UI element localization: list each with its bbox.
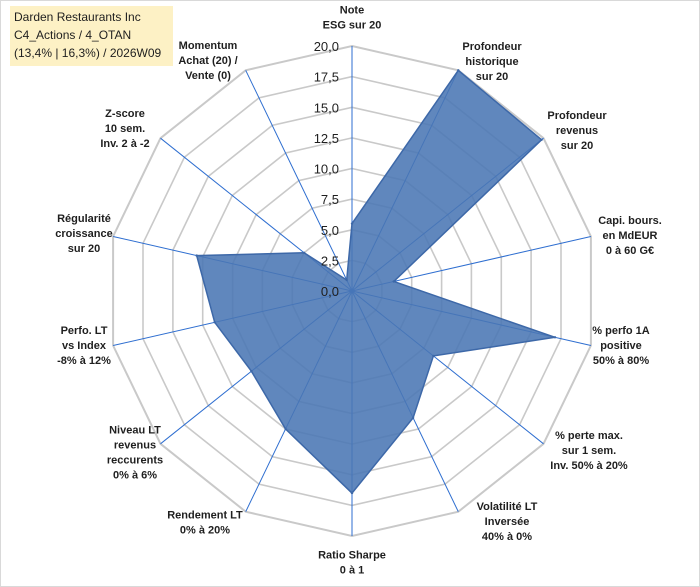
data-point <box>553 336 557 339</box>
axis-label: Perfo. LT vs Index -8% à 12% <box>57 325 111 367</box>
axis-label: Capi. bours. en MdEUR 0 à 60 G€ <box>598 215 662 257</box>
title-company: Darden Restaurants Inc <box>14 10 141 24</box>
axis-label: Volatilité LT Inversée 40% à 0% <box>477 501 538 543</box>
axis-label: Régularité croissance sur 20 <box>55 213 112 255</box>
tick-label: 2,5 <box>321 253 339 268</box>
axis-label: % perfo 1A positive 50% à 80% <box>592 325 650 367</box>
radar-series <box>195 69 557 495</box>
tick-label: 0,0 <box>321 284 339 299</box>
axis-label: Note ESG sur 20 <box>323 5 382 32</box>
axis-label: Z-score 10 sem. Inv. 2 à -2 <box>100 108 149 150</box>
data-point <box>350 491 354 495</box>
tick-label: 17,5 <box>314 70 339 85</box>
data-point <box>302 251 306 254</box>
radar-tick-labels: 0,0 2,5 5,0 7,5 10,0 12,5 15,0 17,5 20,0 <box>314 39 339 299</box>
tick-label: 20,0 <box>314 39 339 54</box>
axis-label: Profondeur historique sur 20 <box>462 41 522 83</box>
data-point <box>392 280 395 283</box>
tick-label: 5,0 <box>321 223 339 238</box>
data-point <box>540 138 543 141</box>
data-point <box>284 427 287 431</box>
tick-label: 15,0 <box>314 100 339 115</box>
axis-label: Rendement LT 0% à 20% <box>167 510 243 537</box>
axis-label: Ratio Sharpe 0 à 1 <box>318 550 386 577</box>
axis-spoke <box>245 70 353 292</box>
tick-label: 10,0 <box>314 162 339 177</box>
axis-label: % perte max. sur 1 sem. Inv. 50% à 20% <box>550 430 628 472</box>
radar-axis-labels: Note ESG sur 20 Profondeur historique sur 20… <box>55 5 662 577</box>
title-stats: (13,4% | 16,3%) / 2026W09 <box>14 46 162 60</box>
data-point <box>457 69 460 72</box>
data-point <box>213 321 216 324</box>
data-point <box>411 416 415 420</box>
data-point <box>195 254 198 257</box>
data-point <box>432 354 435 358</box>
title-category: C4_Actions / 4_OTAN <box>14 28 132 42</box>
tick-label: 12,5 <box>314 131 339 146</box>
axis-label: Momentum Achat (20) / Vente (0) <box>178 40 237 82</box>
data-point <box>250 370 253 373</box>
chart-title-box: Darden Restaurants Inc C4_Actions / 4_OT… <box>10 6 173 66</box>
axis-label: Niveau LT revenus reccurents 0% à 6% <box>107 425 163 482</box>
tick-label: 7,5 <box>321 192 339 207</box>
data-point <box>345 278 348 282</box>
axis-label: Profondeur revenus sur 20 <box>547 110 607 152</box>
data-point <box>350 222 354 225</box>
